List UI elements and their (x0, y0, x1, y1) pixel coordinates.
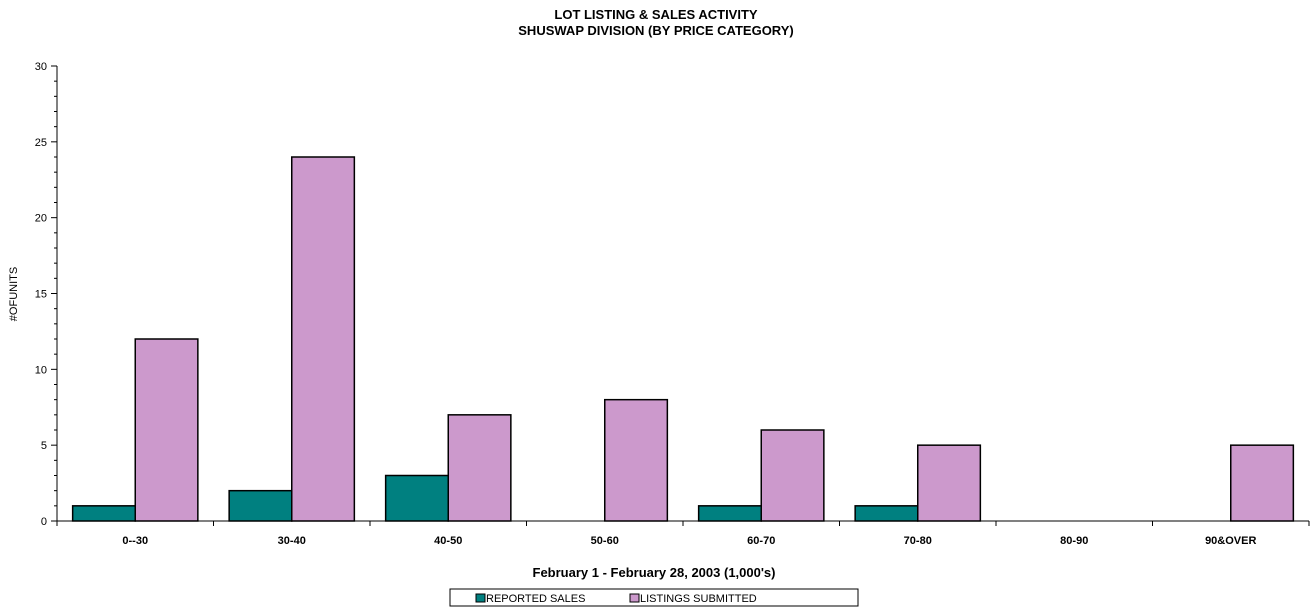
y-axis-label: #OFUNITS (8, 267, 20, 321)
bar-listings-submitted-3 (604, 398, 669, 522)
plot-area: 0 5 10 15 20 25 30 0--30 30-40 40-50 50-60 60-70 70-… (35, 61, 1310, 547)
x-category-label: 50-60 (591, 535, 619, 547)
x-category-label: 40-50 (434, 535, 462, 547)
y-tick-label: 30 (35, 61, 47, 73)
bar-listings-submitted-0 (134, 338, 199, 522)
legend-swatch-listings-submitted (629, 593, 640, 603)
bar-listings-submitted-7 (1230, 444, 1295, 522)
y-tick-label: 15 (35, 289, 47, 301)
bar-reported-sales-2 (384, 474, 449, 522)
legend-swatch-reported-sales (475, 593, 486, 603)
bar-listings-submitted-4 (760, 429, 825, 522)
y-tick-label: 10 (35, 364, 47, 376)
x-category-label: 30-40 (278, 535, 306, 547)
bar-reported-sales-4 (697, 505, 763, 522)
y-tick-label: 25 (35, 137, 47, 149)
bar-listings-submitted-5 (917, 444, 982, 522)
x-axis-label: February 1 - February 28, 2003 (1,000's) (533, 565, 776, 580)
legend-label-listings-submitted: LISTINGS SUBMITTED (640, 593, 757, 605)
bar-listings-submitted-1 (291, 156, 356, 522)
x-category-label: 90&OVER (1205, 535, 1256, 547)
y-tick-label: 5 (41, 440, 47, 452)
x-category-label: 80-90 (1060, 535, 1088, 547)
legend-frame (449, 588, 859, 607)
bar-listings-submitted-2 (447, 414, 512, 522)
bar-reported-sales-1 (228, 489, 293, 522)
chart-title-line1: LOT LISTING & SALES ACTIVITY (554, 7, 758, 22)
legend-label-reported-sales: REPORTED SALES (486, 593, 585, 605)
bar-reported-sales-5 (854, 505, 919, 522)
x-category-label: 0--30 (122, 535, 148, 547)
bar-reported-sales-0 (71, 505, 136, 522)
x-category-label: 60-70 (747, 535, 775, 547)
x-category-label: 70-80 (904, 535, 932, 547)
legend: REPORTED SALES LISTINGS SUBMITTED (449, 588, 859, 607)
chart-title-line2: SHUSWAP DIVISION (BY PRICE CATEGORY) (518, 23, 793, 38)
y-tick-label: 20 (35, 213, 47, 225)
y-tick-label: 0 (41, 516, 47, 528)
